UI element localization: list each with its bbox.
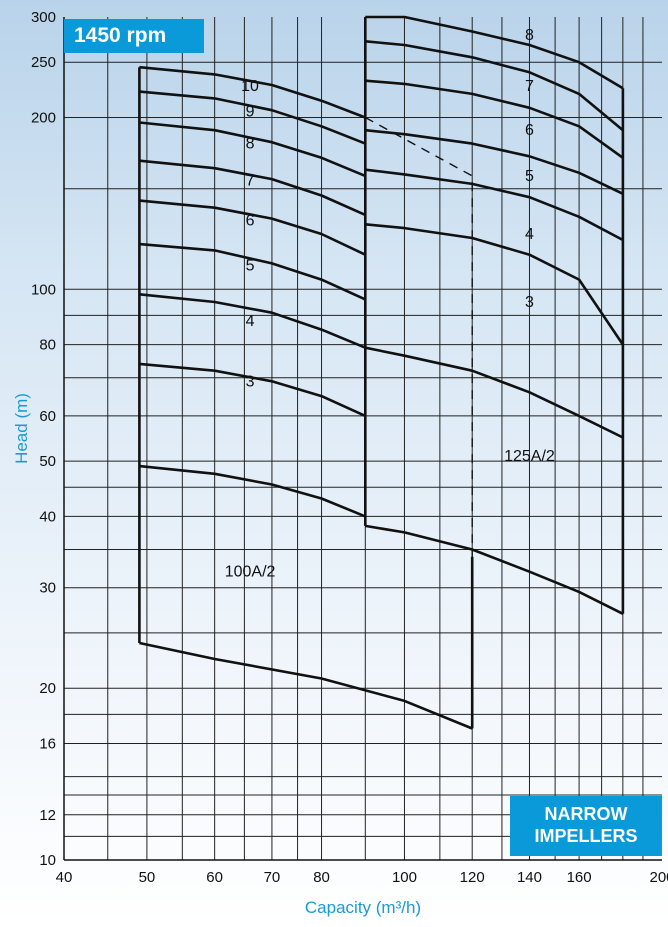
performance-curve xyxy=(139,159,366,217)
limit-line xyxy=(364,116,473,557)
curve-label: 125A/2 xyxy=(504,448,555,465)
curve-label: 9 xyxy=(246,103,255,120)
curve-label: 4 xyxy=(246,313,255,330)
curve-label: 7 xyxy=(246,173,255,190)
performance-curve xyxy=(139,293,366,349)
y-tick-label: 200 xyxy=(31,109,56,126)
x-axis-title: Capacity (m³/h) xyxy=(305,898,421,917)
curve-label: 6 xyxy=(246,212,255,229)
performance-curve xyxy=(365,128,624,195)
performance-curve xyxy=(139,90,366,145)
curve-label: 4 xyxy=(525,226,534,243)
curve-label: 6 xyxy=(525,122,534,139)
x-tick-label: 50 xyxy=(139,869,156,886)
performance-curve xyxy=(365,223,624,346)
y-tick-label: 10 xyxy=(39,852,56,869)
curve-label: 10 xyxy=(241,78,259,95)
y-tick-label: 40 xyxy=(39,508,56,525)
curve-label: 8 xyxy=(525,27,534,44)
performance-curve xyxy=(139,641,473,730)
performance-curve xyxy=(139,362,366,418)
x-tick-label: 120 xyxy=(460,869,485,886)
performance-curve xyxy=(365,15,624,90)
performance-curve xyxy=(139,242,366,301)
curve-label: 5 xyxy=(525,168,534,185)
x-tick-label: 140 xyxy=(517,869,542,886)
y-tick-label: 30 xyxy=(39,580,56,597)
performance-curve xyxy=(365,79,624,159)
curve-label: 3 xyxy=(246,373,255,390)
performance-curve xyxy=(365,346,624,439)
performance-curve xyxy=(365,524,624,615)
performance-curve xyxy=(365,40,624,132)
curve-label: 3 xyxy=(525,294,534,311)
x-tick-label: 160 xyxy=(567,869,592,886)
y-tick-label: 80 xyxy=(39,337,56,354)
x-tick-label: 80 xyxy=(313,869,330,886)
curve-label: 5 xyxy=(246,258,255,275)
performance-curve xyxy=(139,121,366,178)
y-tick-label: 100 xyxy=(31,281,56,298)
x-tick-label: 70 xyxy=(264,869,281,886)
y-axis-title: Head (m) xyxy=(12,393,31,464)
curve-label: 7 xyxy=(525,78,534,95)
x-tick-label: 100 xyxy=(392,869,417,886)
narrow-impellers-badge: NARROW IMPELLERS xyxy=(510,796,662,856)
curve-label: 100A/2 xyxy=(225,564,276,581)
performance-curve xyxy=(139,199,366,256)
y-tick-label: 50 xyxy=(39,453,56,470)
y-tick-label: 12 xyxy=(39,807,56,824)
performance-curve xyxy=(365,168,624,242)
x-tick-label: 60 xyxy=(206,869,223,886)
y-tick-label: 20 xyxy=(39,680,56,697)
x-tick-label: 40 xyxy=(56,869,73,886)
performance-curve xyxy=(139,464,366,518)
chart-title-badge: 1450 rpm xyxy=(64,19,204,53)
y-tick-label: 300 xyxy=(31,9,56,26)
x-tick-label: 200 xyxy=(649,869,668,886)
y-tick-label: 16 xyxy=(39,736,56,753)
performance-curve xyxy=(139,65,366,119)
y-tick-label: 60 xyxy=(39,408,56,425)
y-tick-label: 250 xyxy=(31,54,56,71)
curve-label: 8 xyxy=(246,136,255,153)
